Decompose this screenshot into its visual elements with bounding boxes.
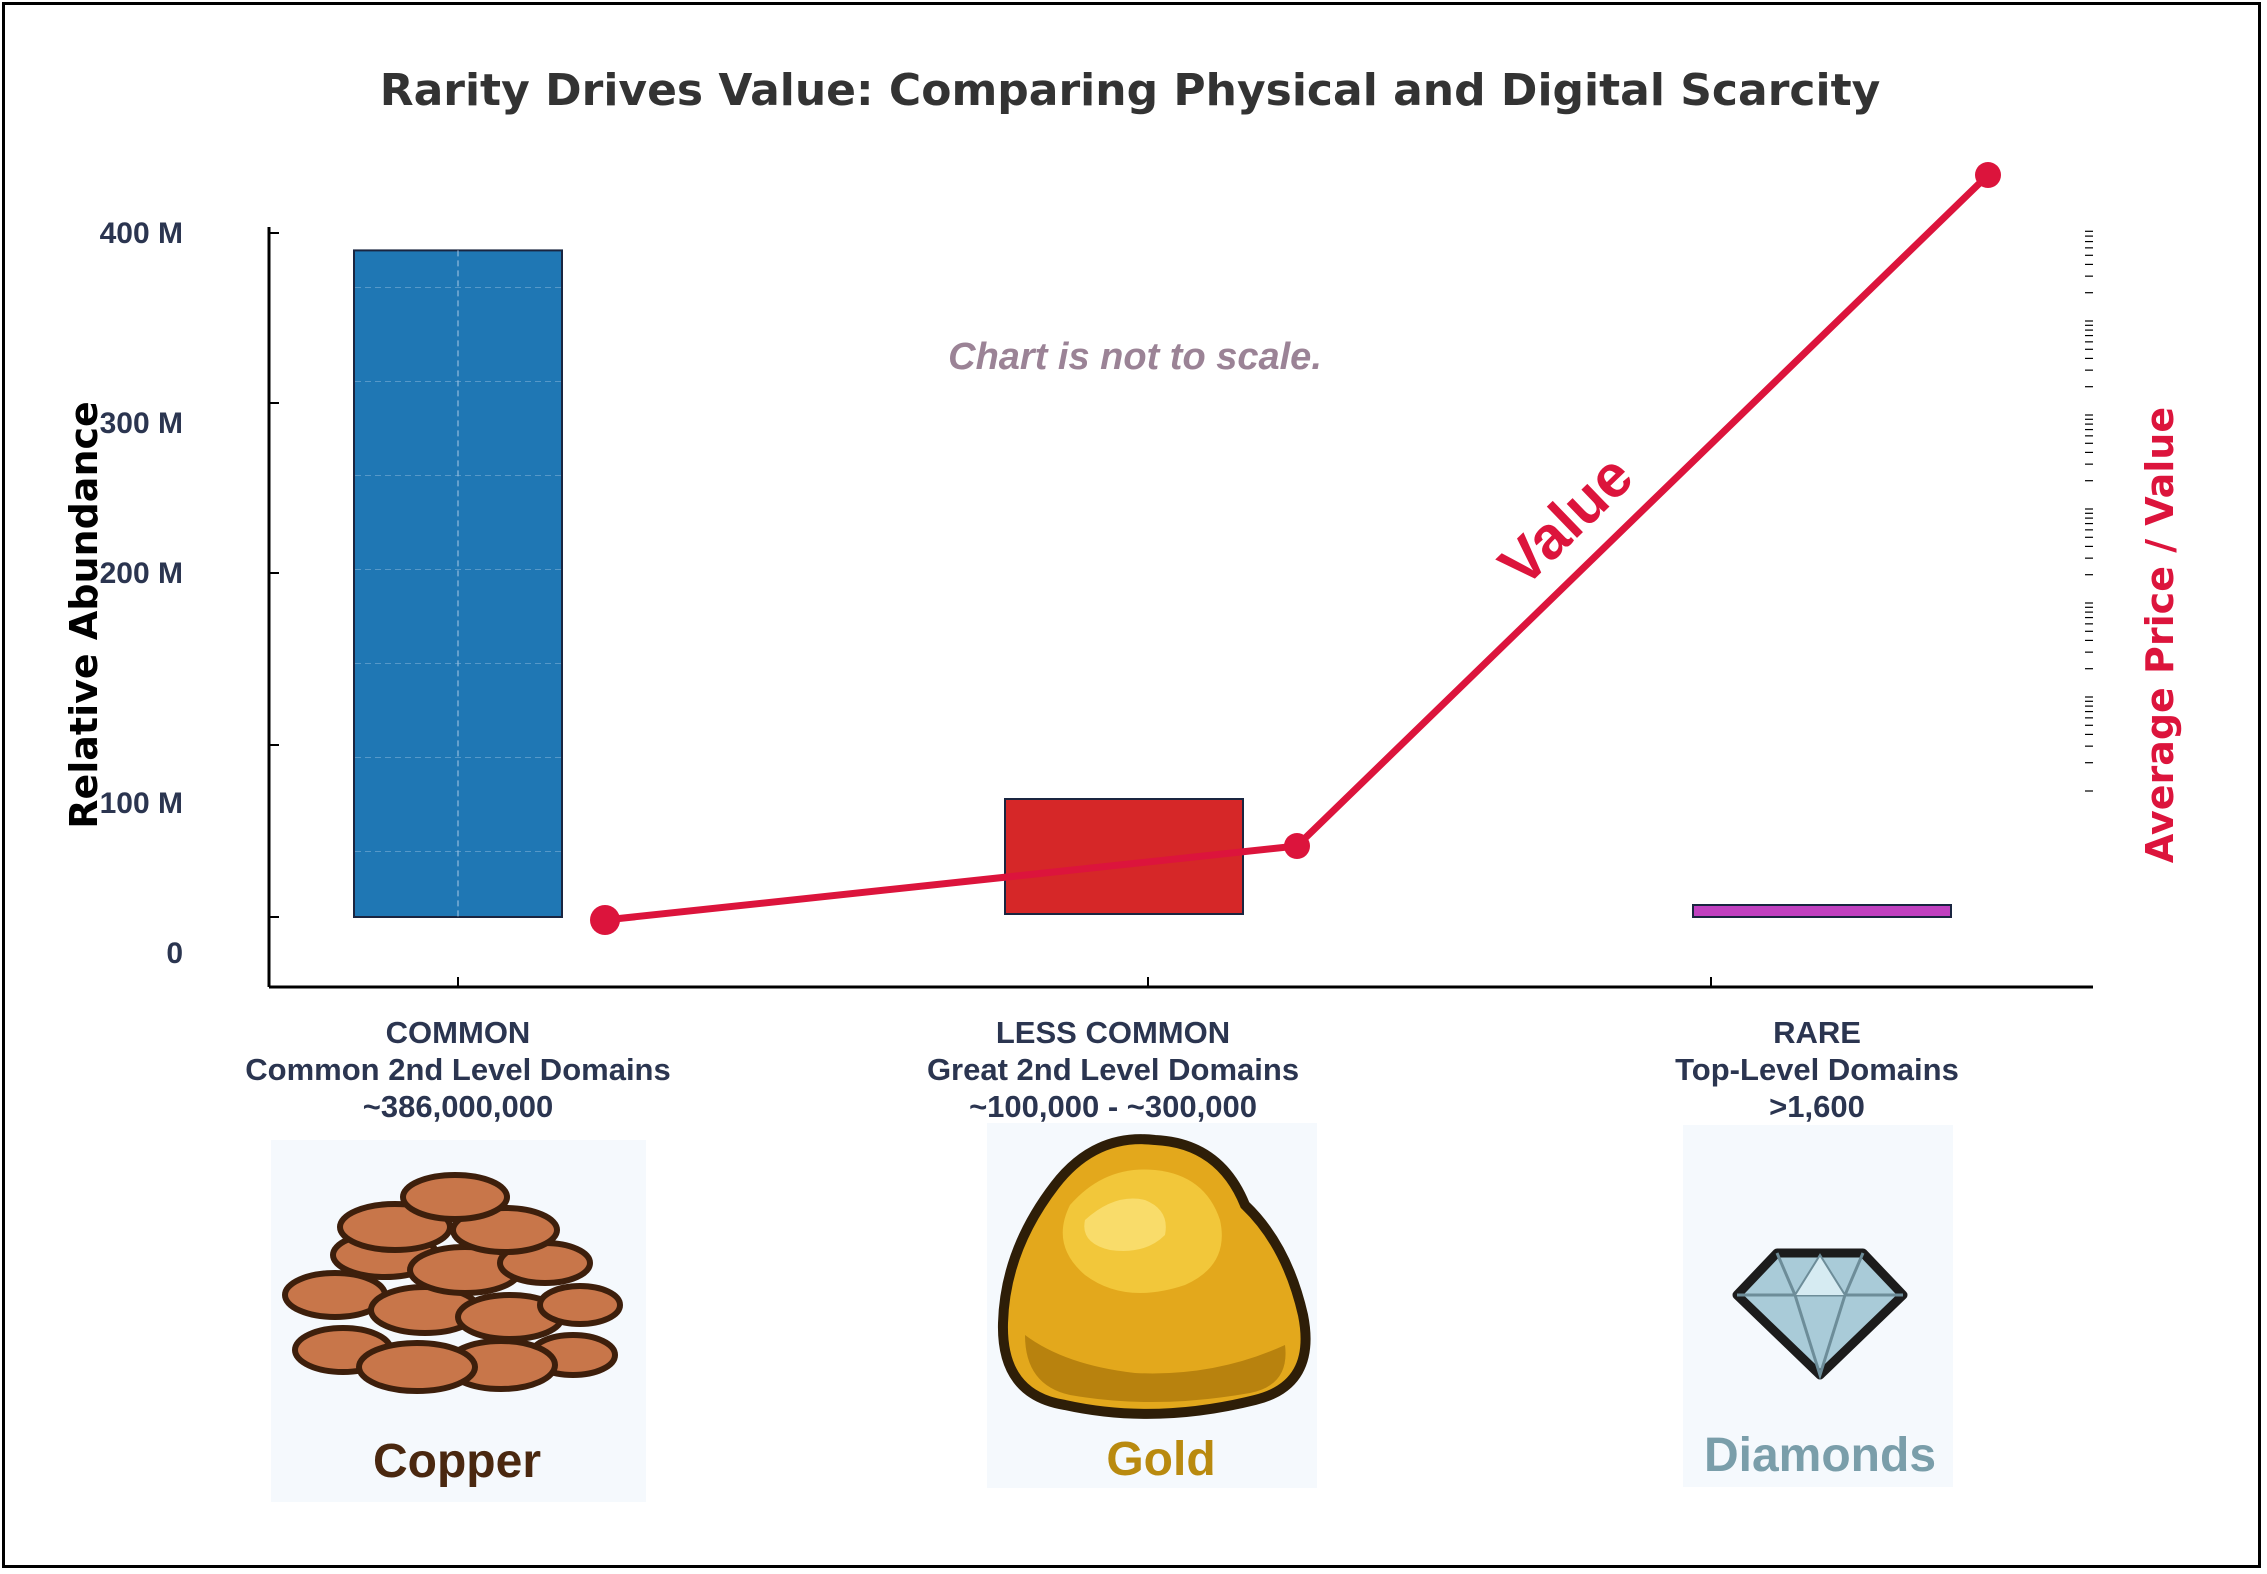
value-line: Value bbox=[590, 162, 2001, 935]
y2-axis-ticks bbox=[2085, 230, 2093, 792]
category-count: ~386,000,000 bbox=[363, 1089, 554, 1124]
gold-nugget-icon bbox=[997, 1134, 1311, 1419]
diamond-icon bbox=[1732, 1248, 1908, 1381]
y-tick-label: 300 M bbox=[100, 407, 183, 440]
chart-title: Rarity Drives Value: Comparing Physical … bbox=[380, 65, 1881, 116]
y2-axis-label: Average Price / Value bbox=[2138, 407, 2182, 863]
value-line-label: Value bbox=[1486, 442, 1645, 599]
copper-coins-icon bbox=[282, 1172, 623, 1394]
diamonds-label: Diamonds bbox=[1704, 1429, 1936, 1482]
y-tick-label: 100 M bbox=[100, 787, 183, 820]
bars bbox=[353, 249, 1952, 987]
category-tier: LESS COMMON bbox=[996, 1015, 1230, 1050]
copper-label: Copper bbox=[373, 1435, 541, 1488]
category-name: Great 2nd Level Domains bbox=[927, 1052, 1299, 1087]
y-tick-label: 0 bbox=[166, 937, 183, 970]
category-name: Top-Level Domains bbox=[1675, 1052, 1959, 1087]
y-tick-label: 200 M bbox=[100, 557, 183, 590]
category-tier: RARE bbox=[1773, 1015, 1861, 1050]
value-point bbox=[1975, 162, 2001, 188]
value-point bbox=[590, 905, 620, 935]
diamonds-panel: Diamonds bbox=[1683, 1125, 1953, 1487]
gold-label: Gold bbox=[1106, 1433, 1215, 1486]
not-to-scale-note: Chart is not to scale. bbox=[948, 336, 1322, 378]
category-tier: COMMON bbox=[386, 1015, 531, 1050]
copper-panel: Copper bbox=[271, 1140, 646, 1502]
bar-rare bbox=[1692, 904, 1952, 918]
gold-panel: Gold bbox=[987, 1123, 1317, 1488]
y-axis-ticks: 400 M 300 M 200 M 100 M 0 bbox=[100, 217, 279, 970]
plot-area: 400 M 300 M 200 M 100 M 0 Value bbox=[100, 162, 2093, 989]
category-count: >1,600 bbox=[1769, 1089, 1865, 1124]
category-name: Common 2nd Level Domains bbox=[245, 1052, 670, 1087]
value-line-path bbox=[604, 172, 1991, 924]
y-axis-label: Relative Abundance bbox=[62, 401, 106, 829]
category-count: ~100,000 - ~300,000 bbox=[969, 1089, 1257, 1124]
y-tick-label: 400 M bbox=[100, 217, 183, 250]
value-point bbox=[1284, 833, 1310, 859]
